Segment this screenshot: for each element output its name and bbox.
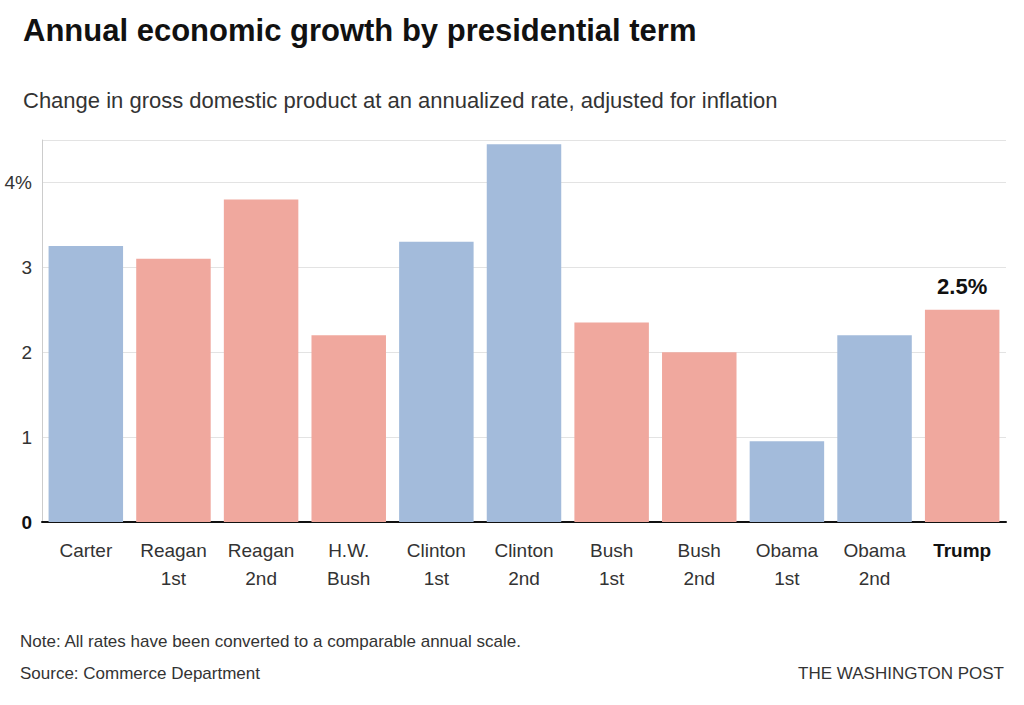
svg-text:2nd: 2nd — [859, 568, 891, 589]
svg-text:Obama: Obama — [756, 540, 819, 561]
svg-text:Bush: Bush — [678, 540, 721, 561]
svg-text:H.W.: H.W. — [328, 540, 369, 561]
svg-text:Clinton: Clinton — [407, 540, 466, 561]
svg-text:1st: 1st — [599, 568, 625, 589]
svg-text:3: 3 — [21, 257, 32, 278]
svg-text:Bush: Bush — [590, 540, 633, 561]
svg-text:Bush: Bush — [327, 568, 370, 589]
svg-text:1st: 1st — [774, 568, 800, 589]
svg-text:Reagan: Reagan — [228, 540, 295, 561]
svg-text:Clinton: Clinton — [494, 540, 553, 561]
svg-text:THE WASHINGTON POST: THE WASHINGTON POST — [798, 664, 1004, 683]
svg-text:2nd: 2nd — [683, 568, 715, 589]
svg-text:2nd: 2nd — [508, 568, 540, 589]
svg-text:Trump: Trump — [933, 540, 991, 561]
svg-text:Source: Commerce Department: Source: Commerce Department — [20, 664, 260, 683]
svg-text:Annual economic growth by pres: Annual economic growth by presidential t… — [23, 13, 697, 48]
svg-text:4%: 4% — [5, 172, 33, 193]
svg-text:Reagan: Reagan — [140, 540, 207, 561]
svg-text:0: 0 — [21, 512, 32, 533]
svg-text:1st: 1st — [161, 568, 187, 589]
svg-text:2nd: 2nd — [245, 568, 277, 589]
svg-text:1: 1 — [21, 427, 32, 448]
svg-text:1st: 1st — [424, 568, 450, 589]
svg-text:2: 2 — [21, 342, 32, 363]
svg-text:2.5%: 2.5% — [937, 274, 987, 299]
svg-text:Note: All rates have been conv: Note: All rates have been converted to a… — [20, 632, 521, 651]
svg-text:Obama: Obama — [843, 540, 906, 561]
svg-text:Change in gross domestic produ: Change in gross domestic product at an a… — [23, 88, 778, 113]
svg-text:Carter: Carter — [59, 540, 112, 561]
